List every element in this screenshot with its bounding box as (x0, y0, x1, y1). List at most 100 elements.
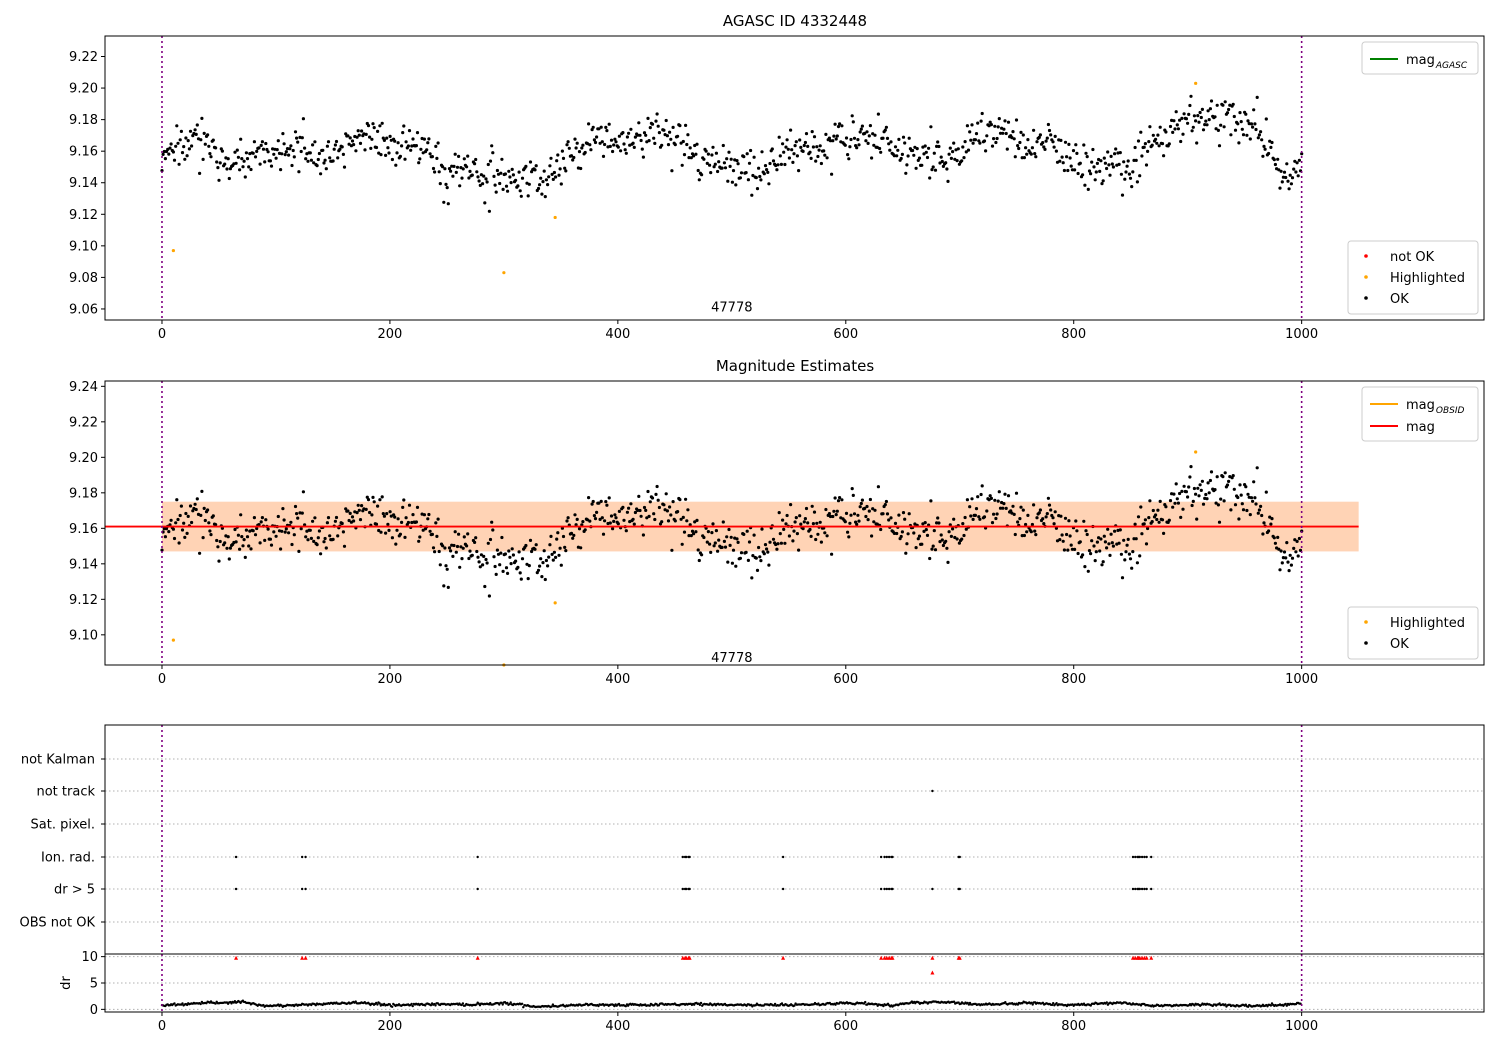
ok-point (832, 134, 836, 138)
dr-point (506, 1001, 509, 1005)
y-tick-label: 9.10 (69, 239, 98, 254)
flag-point (1150, 887, 1153, 891)
ok-point (746, 178, 751, 182)
ok-point (1058, 538, 1062, 542)
ok-point (671, 125, 675, 129)
ok-point (442, 200, 446, 204)
ok-point (257, 523, 261, 527)
flag-point (688, 887, 691, 891)
ok-point (1181, 507, 1185, 511)
ok-point (406, 144, 410, 148)
ok-point (225, 167, 229, 171)
ok-point (1037, 135, 1041, 139)
ok-point (1122, 160, 1126, 164)
ok-point (203, 518, 207, 523)
ok-point (1066, 168, 1070, 173)
ok-point (996, 499, 1000, 503)
ok-point (298, 511, 302, 515)
ok-point (937, 144, 941, 149)
legend-point-label: not OK (1390, 250, 1435, 265)
ok-point (717, 160, 721, 164)
ok-point (625, 510, 630, 514)
ok-point (552, 550, 557, 554)
ok-point (279, 168, 283, 172)
ok-point (808, 150, 812, 154)
ok-point (838, 122, 842, 126)
ok-point (1139, 130, 1143, 134)
ok-point (1045, 511, 1049, 516)
ok-point (822, 149, 826, 153)
ok-point (639, 138, 643, 143)
flag-point (688, 855, 691, 859)
ok-point (434, 521, 438, 525)
ok-point (678, 498, 682, 502)
ok-point (670, 169, 674, 173)
ok-point (428, 529, 432, 533)
flag-point (304, 887, 307, 891)
ok-point (406, 520, 410, 525)
ok-point (629, 127, 633, 131)
ok-point (185, 531, 189, 536)
ok-point (946, 179, 950, 183)
ok-point (819, 540, 824, 544)
ok-point (297, 170, 301, 174)
ok-point (487, 594, 491, 598)
ok-point (976, 121, 980, 125)
ok-point (468, 169, 472, 173)
ok-point (1168, 499, 1173, 503)
ok-point (201, 536, 205, 540)
ok-point (1176, 127, 1180, 131)
ok-point (542, 549, 546, 553)
ok-point (789, 503, 793, 507)
ok-point (1190, 503, 1194, 508)
flag-point (681, 855, 685, 859)
ok-point (727, 150, 731, 154)
ok-point (863, 131, 867, 135)
ok-point (716, 549, 720, 553)
ok-point (976, 495, 980, 499)
legend-line-label: mag (1406, 53, 1435, 68)
ok-point (641, 155, 646, 159)
ok-point (825, 156, 829, 160)
ok-point (955, 159, 959, 163)
x-tick-label: 400 (605, 672, 630, 687)
ok-point (1063, 140, 1068, 144)
ok-point (660, 520, 664, 524)
ok-point (760, 527, 764, 531)
ok-point (239, 513, 243, 517)
ok-point (1035, 516, 1039, 520)
ok-point (1068, 534, 1072, 538)
ok-point (735, 159, 739, 163)
ok-point (1294, 170, 1298, 174)
ok-point (960, 537, 964, 541)
ok-point (1248, 137, 1252, 141)
ok-point (401, 131, 405, 135)
dr-point (500, 1001, 503, 1004)
ok-point (688, 523, 692, 527)
ok-point (899, 534, 903, 539)
ok-point (484, 557, 488, 562)
ok-point (473, 540, 477, 545)
ok-point (834, 137, 838, 141)
ok-point (370, 513, 374, 517)
ok-point (1053, 134, 1057, 138)
ok-point (174, 521, 178, 525)
ok-point (966, 148, 971, 152)
ok-point (1164, 505, 1168, 509)
ok-point (833, 122, 837, 126)
ok-point (1113, 152, 1117, 156)
ok-point (885, 512, 890, 516)
ok-point (573, 513, 577, 517)
ok-point (864, 139, 868, 143)
ok-point (1222, 499, 1226, 503)
ok-point (342, 544, 347, 548)
flag-point (885, 887, 889, 891)
ok-point (1239, 120, 1243, 124)
dr-flagged-point (1149, 955, 1154, 960)
ok-point (508, 175, 512, 179)
ok-point (530, 549, 534, 554)
ok-point (605, 129, 609, 133)
ok-point (1110, 162, 1114, 166)
ok-point (462, 157, 466, 161)
